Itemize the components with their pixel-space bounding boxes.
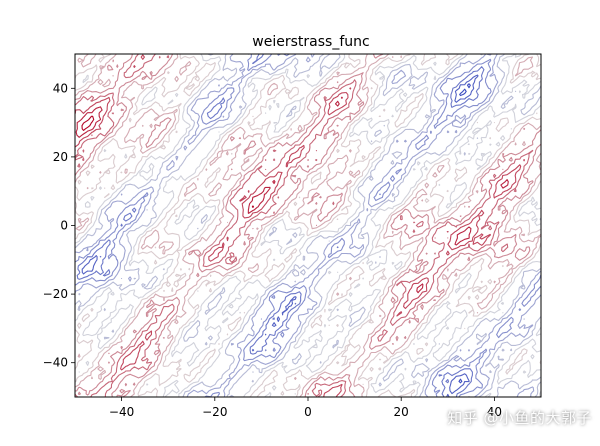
contour-level xyxy=(458,83,471,384)
contour-level xyxy=(81,115,255,208)
contour-level xyxy=(75,54,541,397)
x-axis: −40 −20 0 20 40 xyxy=(109,397,502,419)
contour-level xyxy=(75,96,509,294)
contour-level xyxy=(75,54,541,397)
watermark: 知乎 @小鱼的大郭子 xyxy=(447,409,592,427)
contour-lines xyxy=(75,54,541,397)
contour-level xyxy=(81,74,479,397)
contour-level xyxy=(75,54,541,397)
y-tick-label: −40 xyxy=(43,356,68,370)
x-tick-label: 40 xyxy=(487,405,502,419)
y-tick-label: 0 xyxy=(60,219,68,233)
x-tick-label: 20 xyxy=(394,405,409,419)
x-tick-label: 0 xyxy=(304,405,312,419)
y-tick-label: 20 xyxy=(53,150,68,164)
x-tick-label: −20 xyxy=(202,405,227,419)
contour-level xyxy=(75,54,541,397)
y-tick-label: −20 xyxy=(43,287,68,301)
y-axis: −40 −20 0 20 40 xyxy=(43,81,75,370)
contour-level xyxy=(75,54,525,397)
contour-level xyxy=(75,54,534,397)
contour-level xyxy=(75,54,541,397)
contour-level xyxy=(75,54,541,397)
x-tick-label: −40 xyxy=(109,405,134,419)
plot-area xyxy=(74,53,542,398)
contour-level xyxy=(76,54,485,397)
chart-title: weierstrass_func xyxy=(252,34,369,50)
y-tick-label: 40 xyxy=(53,81,68,95)
